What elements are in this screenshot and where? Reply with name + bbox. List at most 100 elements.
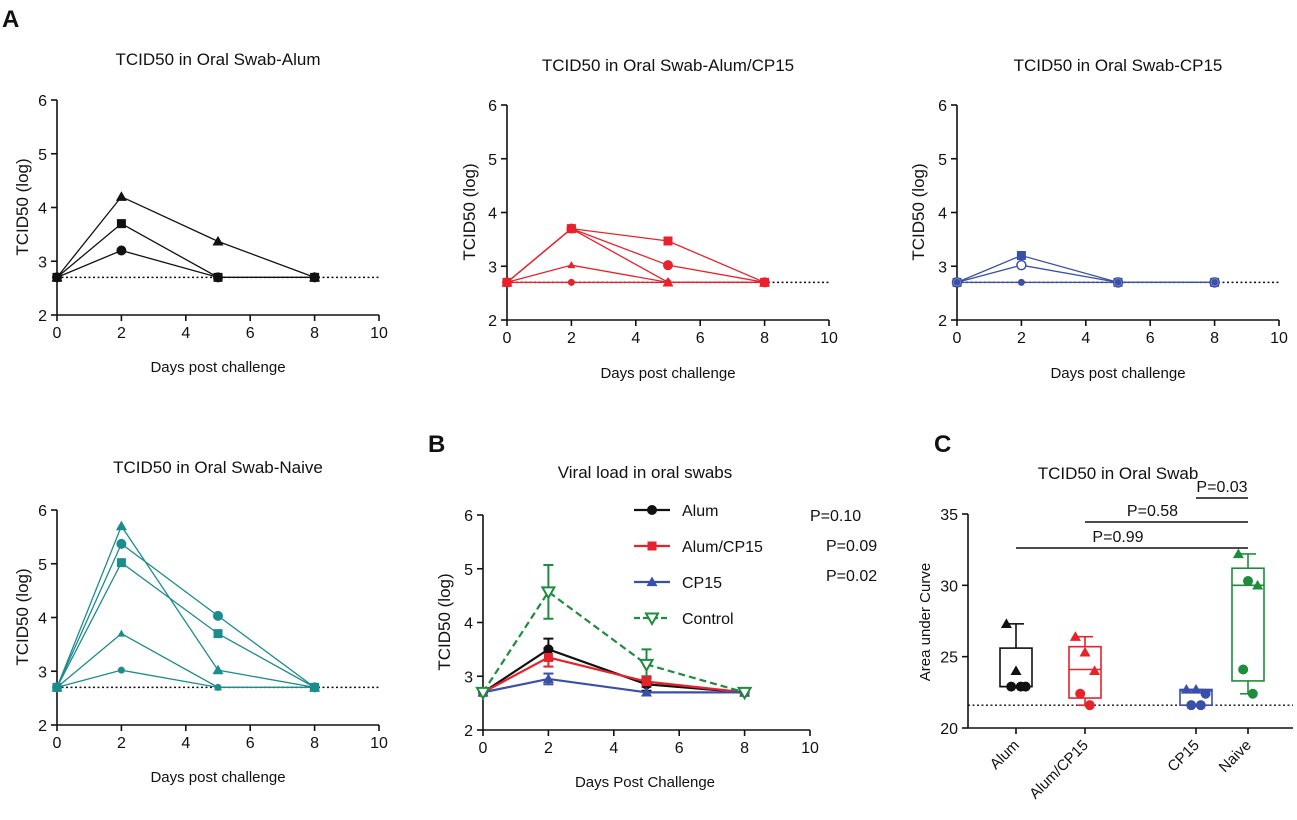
x-tick-label: 10 — [801, 740, 819, 757]
data-point — [115, 191, 127, 201]
x-tick-label: 0 — [503, 330, 512, 347]
box-alum — [999, 618, 1033, 692]
y-tick-label: 4 — [488, 206, 497, 223]
data-point — [761, 278, 769, 286]
data-point — [1195, 700, 1206, 711]
data-point — [567, 261, 576, 269]
y-tick-label: 20 — [940, 721, 958, 738]
data-point — [52, 272, 62, 283]
data-point — [543, 652, 553, 662]
chart-alum: TCID50 in Oral Swab-Alum Days post chall… — [13, 50, 321, 376]
data-point — [1084, 700, 1095, 711]
y-tick-label: 6 — [38, 503, 47, 520]
x-tick-label: 4 — [181, 325, 190, 342]
data-point — [1006, 681, 1017, 692]
x-axis-label: Days post challenge — [150, 769, 285, 786]
panel-label-a: A — [2, 6, 19, 33]
y-tick-label: 3 — [464, 669, 473, 686]
series-line — [56, 561, 315, 688]
data-point — [475, 686, 491, 701]
legend-marker — [644, 612, 660, 627]
data-point — [1200, 688, 1211, 699]
series-line — [56, 632, 315, 689]
chart-naive: TCID50 in Oral Swab-Naive Days post chal… — [13, 458, 323, 786]
y-axis-label: TCID50 (log) — [909, 163, 928, 260]
x-tick-label: 2 — [117, 735, 126, 752]
y-tick-label: 5 — [938, 152, 947, 169]
data-point — [642, 677, 651, 687]
legend-marker — [647, 505, 657, 515]
x-tick-label: 8 — [760, 330, 769, 347]
data-point — [117, 666, 125, 674]
box-naive — [1231, 548, 1265, 699]
x-axis-label: Days post challenge — [600, 365, 735, 382]
data-point — [664, 278, 672, 286]
data-point — [1010, 665, 1022, 676]
x-tick-label: 2 — [544, 740, 553, 757]
series-line — [56, 222, 315, 279]
y-tick-label: 4 — [938, 206, 947, 223]
x-tick-label: 10 — [370, 735, 388, 752]
x-tick-label: 4 — [181, 735, 190, 752]
legend-marker — [646, 576, 658, 587]
data-point — [115, 520, 127, 531]
significance-label: P=0.99 — [1092, 529, 1143, 546]
y-tick-label: 3 — [938, 259, 947, 276]
x-tick-label: 2 — [567, 330, 576, 347]
data-point — [53, 683, 61, 691]
y-tick-label: 6 — [488, 98, 497, 115]
y-tick-label: 30 — [940, 578, 958, 595]
series-line — [56, 249, 315, 279]
y-axis-label: TCID50 (log) — [13, 158, 32, 255]
x-tick-label: 4 — [609, 740, 618, 757]
y-axis-label: TCID50 (log) — [13, 568, 32, 665]
x-tick-label: CP15 — [1164, 737, 1203, 776]
legend-label: CP15 — [682, 575, 722, 592]
data-point — [1079, 646, 1091, 657]
y-tick-label: 3 — [38, 254, 47, 271]
y-tick-label: 2 — [38, 718, 47, 735]
significance-label: P=0.58 — [1127, 503, 1178, 520]
chart-title: TCID50 in Oral Swab-Alum — [115, 50, 320, 69]
x-tick-label: 8 — [310, 325, 319, 342]
panel-label-c: C — [934, 431, 951, 458]
data-point — [116, 245, 127, 256]
x-tick-label: 4 — [631, 330, 640, 347]
y-tick-label: 25 — [940, 650, 958, 667]
y-tick-label: 35 — [940, 507, 958, 524]
box-alum-cp15 — [1068, 631, 1102, 711]
x-tick-label: 6 — [675, 740, 684, 757]
y-axis-label: Area under Curve — [917, 563, 934, 681]
data-point — [1016, 251, 1026, 260]
x-tick-label: 2 — [117, 325, 126, 342]
data-point — [565, 223, 577, 233]
data-point — [1232, 548, 1244, 559]
data-point — [214, 683, 222, 691]
x-tick-label: 0 — [953, 330, 962, 347]
data-point — [1015, 681, 1026, 692]
data-point — [542, 673, 554, 684]
data-point — [1247, 688, 1258, 699]
x-tick-label: 0 — [53, 735, 62, 752]
series-line-cp15 — [482, 677, 745, 694]
x-tick-label: 6 — [246, 325, 255, 342]
data-point — [212, 235, 224, 246]
data-point — [663, 260, 673, 271]
y-tick-label: 4 — [38, 201, 47, 218]
data-point — [540, 586, 557, 600]
chart-title: TCID50 in Oral Swab-Alum/CP15 — [542, 56, 794, 75]
x-tick-label: 6 — [696, 330, 705, 347]
data-point — [1000, 618, 1012, 628]
chart-title: TCID50 in Oral Swab-Naive — [113, 458, 323, 477]
series-line — [506, 227, 765, 283]
x-tick-label: Naive — [1216, 737, 1255, 776]
data-point — [213, 629, 223, 639]
significance-label: P=0.03 — [1196, 479, 1247, 496]
y-tick-label: 6 — [938, 98, 947, 115]
x-tick-label: 10 — [370, 325, 388, 342]
x-tick-label: 8 — [1210, 330, 1219, 347]
